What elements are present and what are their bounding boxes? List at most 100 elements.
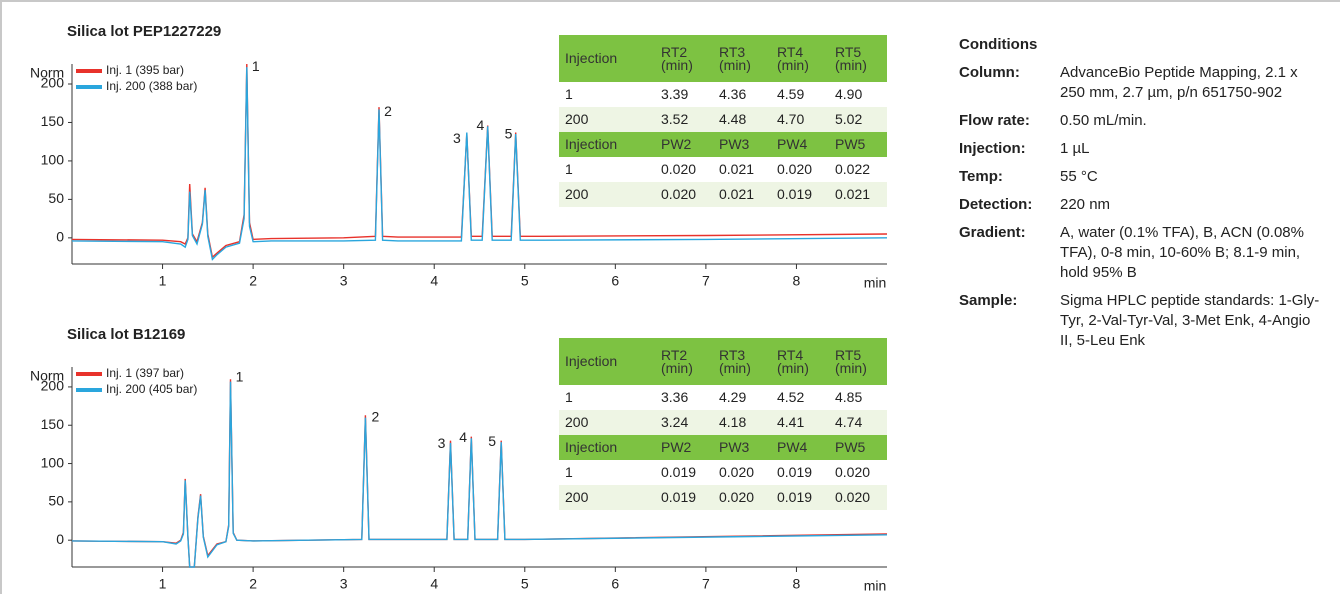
table-cell: 4.36 bbox=[713, 82, 771, 107]
table-header-cell: RT2 (min) bbox=[655, 35, 713, 82]
table-cell: 4.59 bbox=[771, 82, 829, 107]
condition-value: 1 µL bbox=[1060, 140, 1090, 157]
table-cell: 0.020 bbox=[655, 182, 713, 207]
x-tick-label: 6 bbox=[611, 576, 619, 592]
x-tick-label: 4 bbox=[430, 273, 438, 289]
condition-key: Injection: bbox=[959, 140, 1026, 157]
y-tick-label: 0 bbox=[56, 531, 64, 547]
table-header-cell: PW5 bbox=[829, 132, 887, 157]
table-cell: 4.70 bbox=[771, 107, 829, 132]
table-cell: 0.020 bbox=[771, 157, 829, 182]
table-cell: 200 bbox=[559, 107, 655, 132]
x-tick-label: 3 bbox=[340, 273, 348, 289]
table-header-cell: PW4 bbox=[771, 132, 829, 157]
table-header-cell: RT4 (min) bbox=[771, 35, 829, 82]
table-cell: 0.019 bbox=[771, 460, 829, 485]
legend-label: Inj. 200 (405 bar) bbox=[106, 382, 197, 396]
table-cell: 3.24 bbox=[655, 410, 713, 435]
condition-value: Sigma HPLC peptide standards: 1-Gly-Tyr,… bbox=[1060, 292, 1320, 349]
table-header-cell: PW3 bbox=[713, 435, 771, 460]
table-cell: 4.41 bbox=[771, 410, 829, 435]
y-tick-label: 100 bbox=[41, 454, 65, 470]
table-header-row: Injection PW2 PW3 PW4 PW5 bbox=[559, 435, 887, 460]
table-cell: 1 bbox=[559, 460, 655, 485]
condition-value: A, water (0.1% TFA), B, ACN (0.08% TFA),… bbox=[1060, 224, 1304, 281]
condition-row: Injection: 1 µL bbox=[959, 139, 1329, 159]
peak-label: 5 bbox=[488, 433, 496, 449]
condition-row: Detection: 220 nm bbox=[959, 195, 1329, 215]
trace bbox=[71, 381, 888, 568]
table-cell: 4.29 bbox=[713, 385, 771, 410]
x-tick-label: 8 bbox=[793, 273, 801, 289]
table-header-cell: Injection bbox=[559, 35, 655, 82]
chart-title: Silica lot PEP1227229 bbox=[67, 23, 221, 40]
y-tick-label: 200 bbox=[41, 75, 65, 91]
condition-key: Column: bbox=[959, 64, 1020, 81]
x-tick-label: 8 bbox=[793, 576, 801, 592]
table-cell: 3.36 bbox=[655, 385, 713, 410]
trace bbox=[71, 67, 888, 261]
table-header-cell: RT4 (min) bbox=[771, 338, 829, 385]
table-cell: 4.18 bbox=[713, 410, 771, 435]
table-header-cell: RT5 (min) bbox=[829, 35, 887, 82]
x-tick-label: 4 bbox=[430, 576, 438, 592]
condition-row: Column: AdvanceBio Peptide Mapping, 2.1 x… bbox=[959, 63, 1329, 103]
table-cell: 1 bbox=[559, 82, 655, 107]
table-cell: 200 bbox=[559, 485, 655, 510]
y-tick-label: 150 bbox=[41, 113, 65, 129]
x-tick-label: 5 bbox=[521, 576, 529, 592]
table-cell: 0.019 bbox=[655, 485, 713, 510]
peak-label: 2 bbox=[371, 408, 379, 424]
table-row: 200 0.019 0.020 0.019 0.020 bbox=[559, 485, 887, 510]
condition-value: 55 °C bbox=[1060, 168, 1098, 185]
data-table: Injection RT2 (min) RT3 (min) RT4 (min) RT5 … bbox=[559, 35, 887, 207]
table-cell: 3.52 bbox=[655, 107, 713, 132]
table-header-cell: PW2 bbox=[655, 132, 713, 157]
table-header-row: Injection PW2 PW3 PW4 PW5 bbox=[559, 132, 887, 157]
table-header-cell: RT3 (min) bbox=[713, 35, 771, 82]
peak-label: 4 bbox=[459, 429, 467, 445]
table-cell: 0.021 bbox=[829, 182, 887, 207]
table-header-row: Injection RT2 (min) RT3 (min) RT4 (min) RT5 … bbox=[559, 35, 887, 82]
table-cell: 1 bbox=[559, 385, 655, 410]
table-cell: 0.020 bbox=[655, 157, 713, 182]
x-tick-label: 3 bbox=[340, 576, 348, 592]
table-cell: 1 bbox=[559, 157, 655, 182]
x-tick-label: 2 bbox=[249, 576, 257, 592]
x-tick-label: 6 bbox=[611, 273, 619, 289]
peak-label: 1 bbox=[236, 368, 244, 384]
table-header-cell: RT3 (min) bbox=[713, 338, 771, 385]
x-tick-label: 7 bbox=[702, 273, 710, 289]
y-tick-label: 0 bbox=[56, 229, 64, 245]
table-header-cell: Injection bbox=[559, 338, 655, 385]
table-cell: 0.020 bbox=[713, 485, 771, 510]
table-cell: 0.022 bbox=[829, 157, 887, 182]
table-header-cell: PW5 bbox=[829, 435, 887, 460]
y-axis-label: Norm bbox=[30, 65, 64, 81]
table-cell: 3.39 bbox=[655, 82, 713, 107]
x-tick-label: 5 bbox=[521, 273, 529, 289]
x-tick-label: 7 bbox=[702, 576, 710, 592]
table-row: 1 3.36 4.29 4.52 4.85 bbox=[559, 385, 887, 410]
table-cell: 0.019 bbox=[771, 485, 829, 510]
table-header-cell: RT5 (min) bbox=[829, 338, 887, 385]
table-header-cell: PW4 bbox=[771, 435, 829, 460]
peak-label: 2 bbox=[384, 103, 392, 119]
table-header-cell: RT2 (min) bbox=[655, 338, 713, 385]
condition-value: 0.50 mL/min. bbox=[1060, 112, 1147, 129]
table-cell: 0.020 bbox=[829, 460, 887, 485]
condition-key: Flow rate: bbox=[959, 112, 1030, 129]
peak-label: 3 bbox=[438, 435, 446, 451]
table-cell: 4.85 bbox=[829, 385, 887, 410]
table-header-cell: Injection bbox=[559, 132, 655, 157]
x-axis-label: min bbox=[864, 578, 887, 594]
conditions-title: Conditions bbox=[959, 36, 1038, 53]
x-tick-label: 2 bbox=[249, 273, 257, 289]
table-cell: 200 bbox=[559, 182, 655, 207]
table-cell: 0.019 bbox=[771, 182, 829, 207]
x-axis-label: min bbox=[864, 275, 887, 291]
y-tick-label: 150 bbox=[41, 416, 65, 432]
conditions-panel: Conditions Column: AdvanceBio Peptide Map… bbox=[959, 36, 1329, 359]
table-header-cell: PW2 bbox=[655, 435, 713, 460]
